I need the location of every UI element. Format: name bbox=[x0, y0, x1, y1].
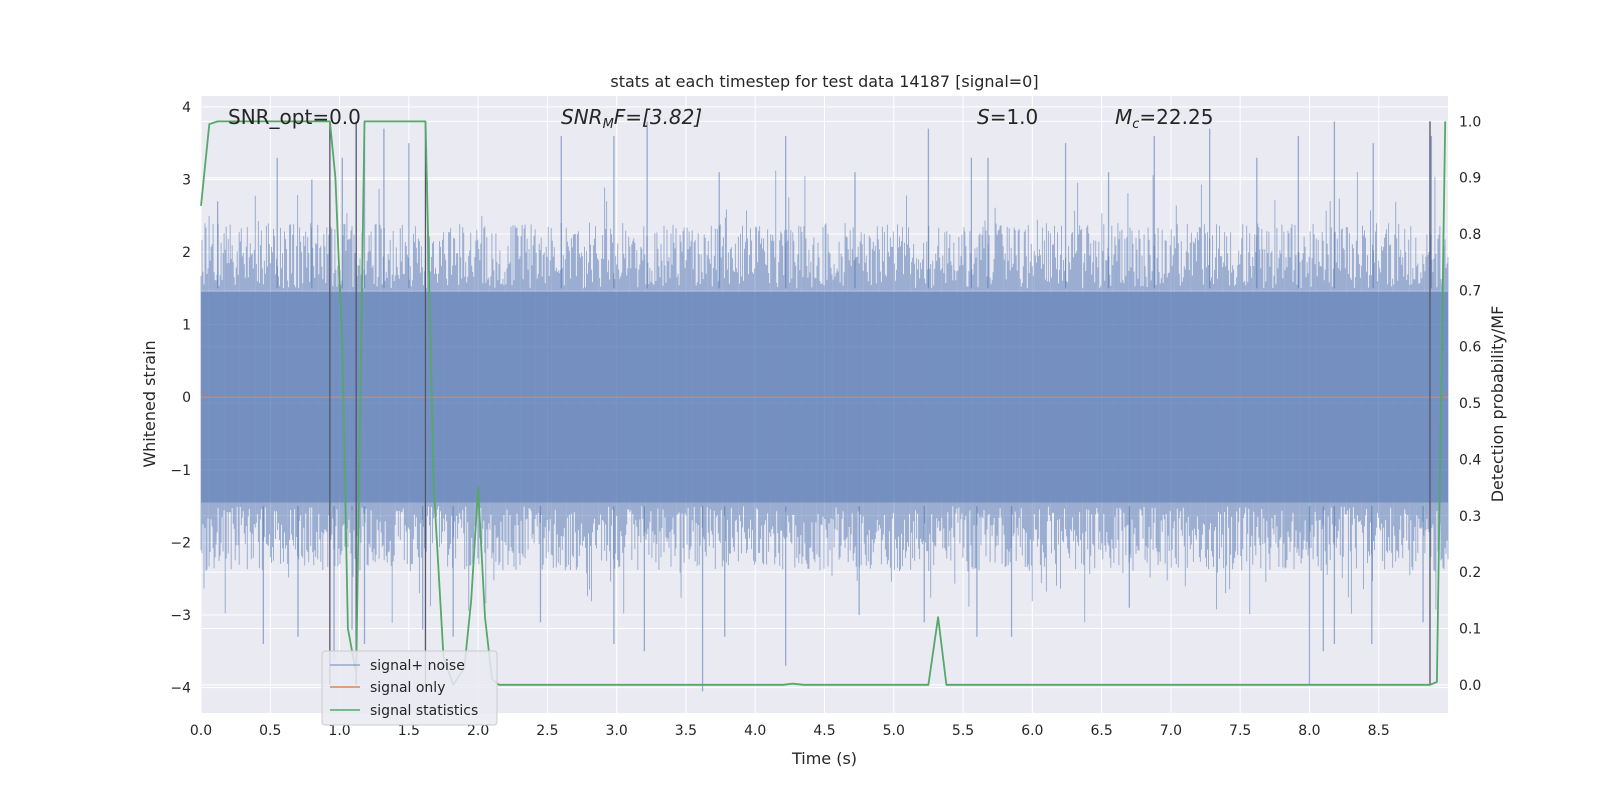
x-axis-label: Time (s) bbox=[791, 749, 857, 768]
x-tick-label: 6.5 bbox=[1090, 723, 1112, 739]
x-tick-label: 4.5 bbox=[813, 723, 835, 739]
y2-axis-label: Detection probability/MF bbox=[1488, 306, 1507, 503]
y-tick-label: 0 bbox=[182, 390, 191, 406]
x-tick-label: 8.5 bbox=[1368, 723, 1390, 739]
vertical-markers bbox=[329, 121, 1431, 685]
x-tick-label: 0.5 bbox=[259, 723, 281, 739]
noise-trace bbox=[200, 170, 1449, 623]
signal-statistics-line bbox=[200, 120, 1447, 686]
y2-tick-label: 0.7 bbox=[1459, 283, 1481, 299]
annotation-mc: Mc=22.25 bbox=[1115, 105, 1213, 132]
y2-tick-label: 0.8 bbox=[1459, 227, 1481, 243]
legend-label-signal-noise: signal+ noise bbox=[370, 658, 465, 674]
y-tick-label: −3 bbox=[170, 608, 191, 624]
y2-tick-label: 0.6 bbox=[1459, 340, 1481, 356]
x-tick-label: 2.5 bbox=[536, 723, 558, 739]
y-tick-label: 4 bbox=[182, 100, 191, 116]
y2-tick-label: 0.3 bbox=[1459, 509, 1481, 525]
y2-tick-label: 1.0 bbox=[1459, 114, 1481, 130]
y2-tick-label: 0.9 bbox=[1459, 171, 1481, 187]
y-tick-label: −2 bbox=[170, 535, 191, 551]
legend-label-signal-only: signal only bbox=[370, 680, 445, 696]
y2-tick-label: 0.5 bbox=[1459, 396, 1481, 412]
x-tick-label: 1.5 bbox=[398, 723, 420, 739]
y-tick-label: −4 bbox=[170, 681, 191, 697]
chart-title: stats at each timestep for test data 141… bbox=[610, 72, 1038, 91]
annotation-snr-opt: SNR_opt=0.0 bbox=[228, 105, 361, 129]
x-tick-label: 5.0 bbox=[883, 723, 905, 739]
annotation-snr-mf: SNRMF=[3.82] bbox=[561, 105, 702, 132]
tick-labels: 0.0 0.5 1.0 1.5 2.0 2.5 3.0 3.5 4.0 4.5 5.0 5.5 6.0 6… bbox=[170, 100, 1481, 739]
y-tick-label: 3 bbox=[182, 172, 191, 188]
x-tick-label: 5.5 bbox=[952, 723, 974, 739]
y-axis-label: Whitened strain bbox=[140, 340, 159, 467]
y2-tick-label: 0.2 bbox=[1459, 565, 1481, 581]
legend-label-signal-statistics: signal statistics bbox=[370, 703, 478, 719]
annotations: SNR_opt=0.0 SNRMF=[3.82] S=1.0 Mc=22.25 bbox=[228, 105, 1213, 132]
x-tick-label: 6.0 bbox=[1021, 723, 1043, 739]
x-tick-label: 4.0 bbox=[744, 723, 766, 739]
x-tick-label: 1.0 bbox=[328, 723, 350, 739]
x-tick-label: 7.0 bbox=[1160, 723, 1182, 739]
x-tick-label: 3.5 bbox=[675, 723, 697, 739]
legend: signal+ noise signal only signal statist… bbox=[321, 650, 498, 726]
x-tick-label: 2.0 bbox=[467, 723, 489, 739]
y2-tick-label: 0.4 bbox=[1459, 452, 1481, 468]
y-tick-label: 1 bbox=[182, 318, 191, 334]
legend-box bbox=[321, 650, 498, 726]
y2-tick-label: 0.1 bbox=[1459, 621, 1481, 637]
x-tick-label: 0.0 bbox=[190, 723, 212, 739]
y-tick-label: 2 bbox=[182, 245, 191, 261]
x-tick-label: 7.5 bbox=[1229, 723, 1251, 739]
x-tick-label: 8.0 bbox=[1298, 723, 1320, 739]
y-tick-label: −1 bbox=[170, 463, 191, 479]
signal-statistics-series bbox=[200, 120, 1447, 686]
x-tick-label: 3.0 bbox=[606, 723, 628, 739]
annotation-s: S=1.0 bbox=[977, 105, 1038, 129]
y2-tick-label: 0.0 bbox=[1459, 678, 1481, 694]
